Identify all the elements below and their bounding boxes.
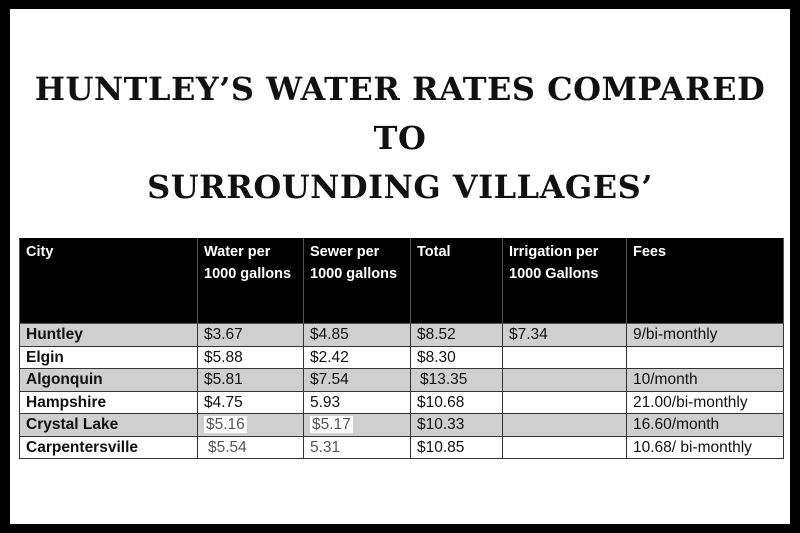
- table-header-row: City Water per 1000 gallons Sewer per 10…: [19, 238, 784, 324]
- cell-total: $8.52: [410, 323, 503, 347]
- header-sewer: Sewer per 1000 gallons: [303, 238, 411, 324]
- highlighted-value: $5.16: [204, 416, 247, 433]
- cell-city: Carpentersville: [19, 435, 198, 459]
- cell-city: Algonquin: [19, 368, 198, 392]
- cell-sewer: 5.31: [303, 435, 411, 459]
- table-row: Huntley $3.67 $4.85 $8.52 $7.34 9/bi-mon…: [19, 323, 784, 347]
- table-row: Elgin $5.88 $2.42 $8.30: [19, 345, 784, 369]
- cell-irrigation: [502, 435, 627, 459]
- header-total: Total: [410, 238, 503, 324]
- table-row: Carpentersville $5.54 5.31 $10.85 10.68/…: [19, 435, 784, 459]
- cell-fees: 10.68/ bi-monthly: [626, 435, 784, 459]
- cell-irrigation: [502, 390, 627, 414]
- cell-fees: 21.00/bi-monthly: [626, 390, 784, 414]
- cell-total: $8.30: [410, 345, 503, 369]
- cell-sewer: $7.54: [303, 368, 411, 392]
- cell-fees: 16.60/month: [626, 413, 784, 437]
- cell-city: Crystal Lake: [19, 413, 198, 437]
- document-frame: HUNTLEY’S WATER RATES COMPARED TO SURROU…: [10, 9, 790, 524]
- cell-sewer: $5.17: [303, 413, 411, 437]
- cell-sewer: $2.42: [303, 345, 411, 369]
- table-row: Hampshire $4.75 5.93 $10.68 21.00/bi-mon…: [19, 390, 784, 414]
- cell-total: $10.68: [410, 390, 503, 414]
- cell-city: Hampshire: [19, 390, 198, 414]
- header-city: City: [19, 238, 198, 324]
- cell-fees: [626, 345, 784, 369]
- cell-irrigation: [502, 368, 627, 392]
- cell-water: $5.88: [197, 345, 304, 369]
- water-rates-table: City Water per 1000 gallons Sewer per 10…: [19, 238, 784, 459]
- cell-water: $5.16: [197, 413, 304, 437]
- header-fees: Fees: [626, 238, 784, 324]
- cell-sewer: 5.93: [303, 390, 411, 414]
- cell-city: Elgin: [19, 345, 198, 369]
- table-row: Crystal Lake $5.16 $5.17 $10.33 16.60/mo…: [19, 413, 784, 437]
- cell-water: $5.54: [197, 435, 304, 459]
- cell-irrigation: $7.34: [502, 323, 627, 347]
- page-title: HUNTLEY’S WATER RATES COMPARED TO SURROU…: [10, 65, 790, 212]
- cell-total: $13.35: [410, 368, 503, 392]
- highlighted-value: $5.17: [310, 416, 353, 433]
- cell-water: $4.75: [197, 390, 304, 414]
- cell-sewer: $4.85: [303, 323, 411, 347]
- cell-water: $5.81: [197, 368, 304, 392]
- cell-water: $3.67: [197, 323, 304, 347]
- header-water: Water per 1000 gallons: [197, 238, 304, 324]
- cell-fees: 9/bi-monthly: [626, 323, 784, 347]
- title-line-3: SURROUNDING VILLAGES’: [147, 168, 653, 206]
- cell-total: $10.33: [410, 413, 503, 437]
- title-line-1: HUNTLEY’S WATER RATES COMPARED: [34, 70, 766, 108]
- cell-irrigation: [502, 413, 627, 437]
- header-irrigation: Irrigation per 1000 Gallons: [502, 238, 627, 324]
- cell-irrigation: [502, 345, 627, 369]
- cell-fees: 10/month: [626, 368, 784, 392]
- title-line-2: TO: [373, 119, 427, 157]
- cell-total: $10.85: [410, 435, 503, 459]
- cell-city: Huntley: [19, 323, 198, 347]
- table-row: Algonquin $5.81 $7.54 $13.35 10/month: [19, 368, 784, 392]
